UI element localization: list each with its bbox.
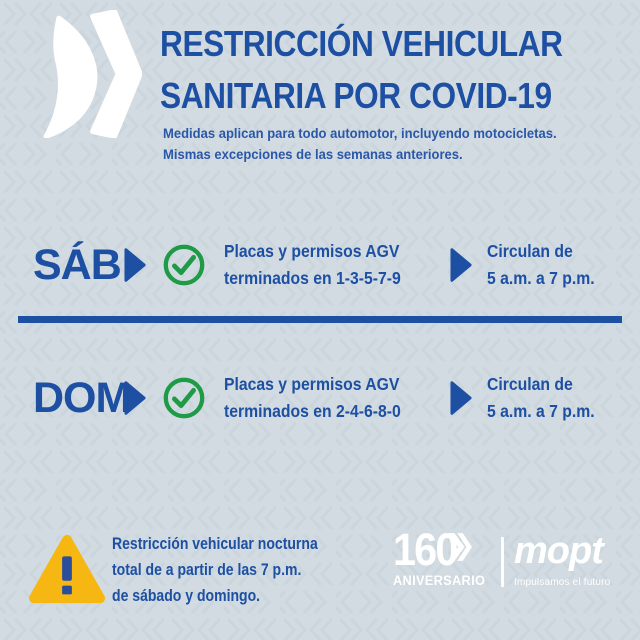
check-circle-icon	[163, 244, 205, 286]
note-line-1: Restricción vehicular nocturna	[112, 535, 318, 553]
night-restriction-note: Restricción vehicular nocturna total de …	[112, 531, 354, 609]
restriction-text-sab: Placas y permisos AGV terminados en 1-3-…	[224, 238, 418, 292]
restriction-line-1: Placas y permisos AGV	[224, 241, 400, 261]
note-line-3: de sábado y domingo.	[112, 587, 261, 605]
brand-name: mopt	[514, 530, 604, 572]
schedule-row-saturday: SÁB Placas y permisos AGV terminados en …	[0, 229, 640, 301]
restriction-text-dom: Placas y permisos AGV terminados en 2-4-…	[224, 371, 418, 425]
subtitle: Medidas aplican para todo automotor, inc…	[163, 123, 640, 165]
right-arrow-icon	[124, 381, 146, 415]
restriction-line-1: Placas y permisos AGV	[224, 374, 400, 394]
subtitle-line-1: Medidas aplican para todo automotor, inc…	[163, 125, 557, 141]
brand-tagline: Impulsamos el futuro	[514, 576, 611, 588]
right-arrow-icon	[124, 248, 146, 282]
anniversary-number: 160	[393, 524, 458, 575]
anniversary-logo: 160 ANIVERSARIO	[393, 524, 490, 588]
mopt-brand-logo: mopt Impulsamos el futuro	[514, 530, 615, 588]
right-arrow-icon	[450, 381, 472, 415]
day-label-sab: SÁB	[33, 240, 122, 289]
schedule-line-1: Circulan de	[487, 241, 573, 261]
anniversary-label: ANIVERSARIO	[393, 573, 486, 588]
right-arrow-icon	[450, 248, 472, 282]
schedule-row-sunday: DOM Placas y permisos AGV terminados en …	[0, 362, 640, 434]
note-line-2: total de a partir de las 7 p.m.	[112, 561, 302, 579]
day-label-container: DOM	[33, 376, 131, 420]
restriction-line-2: terminados en 2-4-6-8-0	[224, 401, 401, 421]
restriction-line-2: terminados en 1-3-5-7-9	[224, 268, 401, 288]
schedule-text-dom: Circulan de 5 a.m. a 7 p.m.	[487, 371, 622, 425]
day-label-dom: DOM	[33, 373, 131, 422]
check-circle-icon	[163, 377, 205, 419]
day-label-container: SÁB	[33, 240, 124, 289]
schedule-text-sab: Circulan de 5 a.m. a 7 p.m.	[487, 238, 622, 292]
mopt-chevron-logo-icon	[43, 10, 142, 138]
schedule-line-2: 5 a.m. a 7 p.m.	[487, 401, 595, 421]
schedule-line-1: Circulan de	[487, 374, 573, 394]
title-line-2: SANITARIA POR COVID-19	[160, 75, 552, 116]
footer-vertical-divider	[501, 537, 504, 587]
page-title: RESTRICCIÓN VEHICULAR SANITARIA POR COVI…	[160, 18, 640, 122]
warning-triangle-icon	[28, 534, 106, 604]
horizontal-divider	[18, 316, 622, 323]
subtitle-line-2: Mismas excepciones de las semanas anteri…	[163, 146, 463, 162]
title-line-1: RESTRICCIÓN VEHICULAR	[160, 23, 563, 64]
schedule-line-2: 5 a.m. a 7 p.m.	[487, 268, 595, 288]
